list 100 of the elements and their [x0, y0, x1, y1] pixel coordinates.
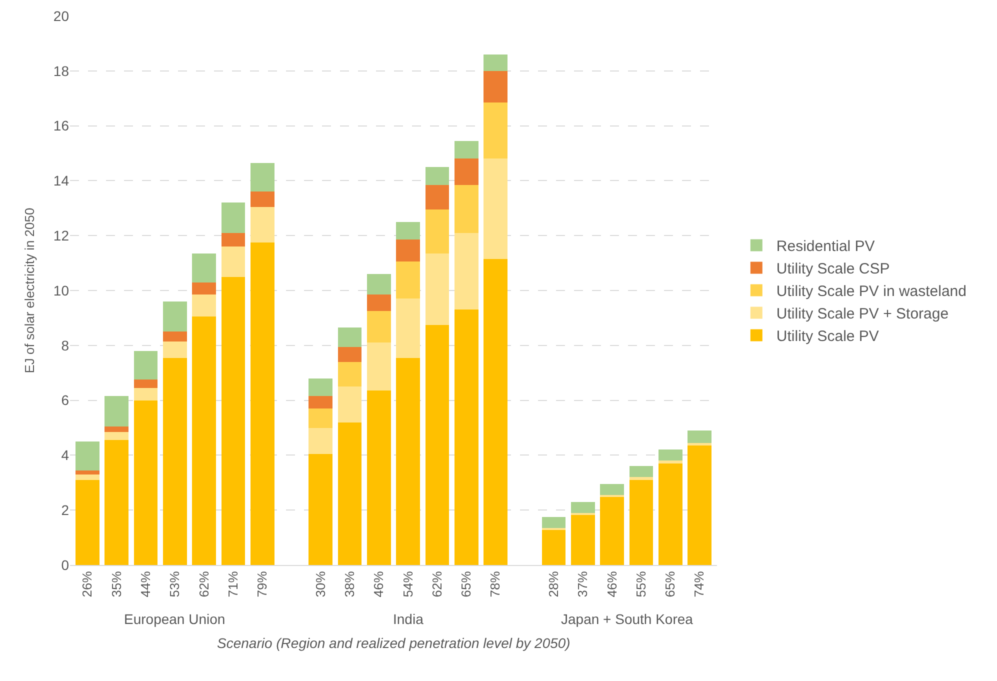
bar	[570, 514, 595, 565]
bar	[338, 362, 362, 387]
x-tick-label: 78%	[488, 570, 503, 598]
bar	[542, 516, 566, 528]
bar	[454, 184, 478, 233]
bar	[221, 232, 246, 247]
y-tick-label: 0	[61, 556, 70, 573]
bar	[396, 358, 420, 565]
x-tick-label: 28%	[546, 570, 562, 598]
bar	[250, 242, 274, 565]
y-tick-label: 8	[61, 337, 70, 354]
bar	[454, 158, 478, 185]
x-tick-label: 44%	[138, 570, 153, 598]
bar	[425, 210, 450, 254]
bar	[484, 70, 508, 102]
bar	[629, 477, 654, 480]
bar	[76, 441, 100, 470]
legend-label: Utility Scale PV	[776, 328, 879, 346]
x-tick-label: 53%	[167, 570, 182, 598]
y-tick-label: 20	[53, 8, 70, 24]
bar	[425, 253, 450, 325]
bar	[338, 328, 362, 347]
bar	[542, 529, 566, 565]
x-tick-label: 62%	[196, 570, 212, 598]
bar	[338, 346, 362, 362]
x-tick-label: 71%	[225, 570, 240, 598]
text: European Union	[124, 611, 226, 627]
bar	[688, 442, 712, 446]
text: India	[393, 611, 424, 627]
bar	[338, 422, 362, 565]
bar	[454, 140, 478, 159]
x-tick-label: 46%	[604, 570, 620, 598]
bar	[484, 158, 508, 259]
bar	[192, 282, 216, 295]
bar	[454, 310, 478, 565]
bar	[308, 454, 333, 565]
bar	[134, 350, 158, 380]
bar	[308, 428, 333, 454]
bar	[162, 341, 187, 358]
bar	[221, 246, 246, 277]
x-axis-title: Scenario (Region and realized penetration level by 2050)	[217, 635, 570, 651]
bar	[366, 274, 391, 295]
x-tick-label: 65%	[458, 570, 474, 598]
bar	[396, 262, 420, 299]
bar	[162, 301, 187, 332]
bar	[192, 294, 216, 317]
y-tick-label: 18	[53, 62, 70, 79]
bar	[366, 311, 391, 343]
bar	[104, 396, 129, 426]
y-axis-title: EJ of solar electricity in 2050	[22, 208, 37, 374]
bar	[658, 450, 682, 461]
bar	[366, 294, 391, 312]
bar	[308, 378, 333, 396]
bar	[192, 253, 216, 282]
bar	[250, 192, 274, 207]
bar	[76, 474, 100, 480]
bar	[134, 388, 158, 400]
bar	[221, 202, 246, 233]
bar	[366, 390, 391, 565]
y-tick-label: 14	[53, 172, 70, 189]
legend-label: Utility Scale PV + Storage	[776, 306, 949, 323]
x-tick-label: 30%	[312, 570, 328, 598]
bar	[629, 466, 654, 478]
y-tick-label: 12	[53, 228, 70, 244]
bar	[162, 358, 187, 565]
bar	[162, 332, 187, 342]
bar	[396, 222, 420, 240]
bar	[104, 426, 129, 432]
bar	[104, 440, 129, 565]
bar	[629, 480, 654, 565]
bar	[425, 324, 450, 565]
bar	[454, 232, 478, 310]
bar	[396, 240, 420, 262]
bar	[308, 408, 333, 428]
y-tick-label: 4	[61, 447, 70, 464]
bar	[688, 430, 712, 443]
y-tick-label: 2	[61, 502, 70, 518]
bar	[600, 496, 624, 565]
bar	[308, 396, 333, 409]
y-tick-label: 6	[61, 392, 70, 408]
bar	[425, 184, 450, 210]
bar	[366, 342, 391, 391]
text: Japan + South Korea	[561, 611, 694, 627]
x-tick-label: 55%	[633, 570, 648, 598]
bar	[658, 463, 682, 565]
x-tick-label: 62%	[429, 570, 444, 598]
bar	[192, 316, 216, 565]
x-tick-label: 54%	[400, 570, 416, 598]
bar	[484, 102, 508, 159]
x-tick-label: 79%	[254, 570, 270, 598]
bar	[484, 258, 508, 565]
x-tick-label: 26%	[80, 570, 95, 598]
bar	[658, 460, 682, 464]
y-tick-label: 10	[53, 282, 70, 298]
bar	[76, 470, 100, 474]
bar	[396, 298, 420, 358]
bar	[221, 276, 246, 565]
bar	[338, 386, 362, 422]
x-tick-label: 65%	[662, 570, 678, 598]
bar	[76, 480, 100, 565]
